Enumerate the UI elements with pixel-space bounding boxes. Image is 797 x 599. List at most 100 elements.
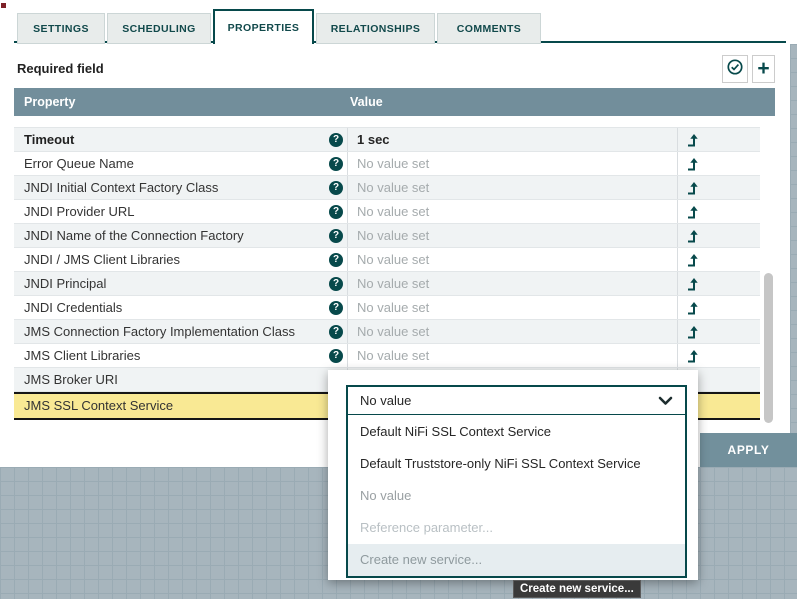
column-divider (677, 152, 678, 175)
help-icon[interactable]: ? (329, 349, 343, 363)
column-divider (347, 320, 348, 343)
property-value[interactable]: No value set (357, 204, 430, 219)
value-column-header: Value (350, 95, 383, 109)
property-value[interactable]: No value set (357, 252, 430, 267)
property-row[interactable]: JNDI Credentials ? No value set (14, 296, 760, 320)
level-up-arrow-icon[interactable] (686, 205, 700, 219)
chevron-down-icon (658, 396, 673, 406)
help-icon[interactable]: ? (329, 253, 343, 267)
column-divider (347, 176, 348, 199)
property-row[interactable]: JNDI Initial Context Factory Class ? No … (14, 176, 760, 200)
level-up-arrow-icon[interactable] (686, 253, 700, 267)
help-icon[interactable]: ? (329, 229, 343, 243)
plus-icon: + (757, 57, 770, 80)
help-icon[interactable]: ? (329, 133, 343, 147)
property-row[interactable]: JMS Client Libraries ? No value set (14, 344, 760, 368)
column-divider (677, 176, 678, 199)
add-property-button[interactable]: + (752, 55, 775, 83)
property-name: Timeout (24, 132, 75, 147)
property-name: JMS Broker URI (24, 372, 118, 387)
column-divider (677, 200, 678, 223)
property-row[interactable]: Subscription Name ? No value set (14, 116, 760, 128)
column-divider (677, 272, 678, 295)
column-divider (347, 200, 348, 223)
combo-option[interactable]: Default Truststore-only NiFi SSL Context… (360, 455, 641, 471)
help-icon[interactable]: ? (329, 181, 343, 195)
level-up-arrow-icon[interactable] (686, 301, 700, 315)
column-divider (677, 320, 678, 343)
level-up-arrow-icon[interactable] (686, 277, 700, 291)
help-icon[interactable]: ? (329, 325, 343, 339)
combo-option[interactable]: Create new service... (348, 543, 685, 577)
column-divider (347, 224, 348, 247)
help-icon[interactable]: ? (329, 277, 343, 291)
property-name: JMS Client Libraries (24, 348, 141, 363)
property-value[interactable]: No value set (357, 180, 430, 195)
property-row[interactable]: JNDI / JMS Client Libraries ? No value s… (14, 248, 760, 272)
property-column-header: Property (24, 95, 76, 109)
property-value[interactable]: No value set (357, 348, 430, 363)
combo-selected-text: No value (360, 393, 412, 408)
level-up-arrow-icon[interactable] (686, 229, 700, 243)
level-up-arrow-icon[interactable] (686, 349, 700, 363)
property-row[interactable]: JMS Connection Factory Implementation Cl… (14, 320, 760, 344)
property-value[interactable]: No value set (357, 324, 430, 339)
verify-properties-button[interactable] (722, 55, 748, 83)
column-divider (347, 272, 348, 295)
column-divider (677, 224, 678, 247)
column-divider (677, 248, 678, 271)
property-row[interactable]: JNDI Provider URL ? No value set (14, 200, 760, 224)
tab-scheduling[interactable]: SCHEDULING (107, 13, 211, 44)
column-divider (677, 296, 678, 319)
apply-button[interactable]: APPLY (700, 433, 797, 467)
required-field-label: Required field (17, 61, 104, 76)
tab-settings[interactable]: SETTINGS (17, 13, 105, 44)
column-divider (347, 152, 348, 175)
property-name: Error Queue Name (24, 156, 134, 171)
property-name: JNDI Credentials (24, 300, 123, 315)
level-up-arrow-icon[interactable] (686, 133, 700, 147)
property-value[interactable]: No value set (357, 276, 430, 291)
column-divider (347, 296, 348, 319)
recording-indicator-dot (1, 3, 6, 8)
help-icon[interactable]: ? (329, 205, 343, 219)
property-value[interactable]: 1 sec (357, 132, 390, 147)
level-up-arrow-icon[interactable] (686, 325, 700, 339)
property-name: JMS SSL Context Service (24, 398, 174, 413)
column-divider (677, 344, 678, 367)
help-icon[interactable]: ? (329, 301, 343, 315)
property-value[interactable]: No value set (357, 156, 430, 171)
combo-option[interactable]: Reference parameter... (360, 520, 493, 536)
property-table-header: Property Value (14, 88, 775, 116)
tab-properties[interactable]: PROPERTIES (213, 9, 314, 44)
property-name: JNDI Initial Context Factory Class (24, 180, 219, 195)
flow-canvas-edge[interactable] (790, 44, 797, 467)
combo-option[interactable]: No value (360, 488, 412, 503)
property-name: JMS Connection Factory Implementation Cl… (24, 324, 295, 339)
column-divider (347, 248, 348, 271)
tab-relationships[interactable]: RELATIONSHIPS (316, 13, 435, 44)
table-scrollbar-thumb[interactable] (764, 273, 773, 423)
column-divider (347, 344, 348, 367)
property-row[interactable]: Error Queue Name ? No value set (14, 152, 760, 176)
property-name: JNDI / JMS Client Libraries (24, 252, 181, 267)
level-up-arrow-icon[interactable] (686, 181, 700, 195)
property-value[interactable]: No value set (357, 300, 430, 315)
help-icon[interactable]: ? (329, 157, 343, 171)
combo-selected-value[interactable]: No value (348, 387, 685, 415)
tab-comments[interactable]: COMMENTS (437, 13, 541, 44)
column-divider (347, 128, 348, 151)
level-up-arrow-icon[interactable] (686, 157, 700, 171)
property-name: JNDI Provider URL (24, 204, 135, 219)
property-row[interactable]: JNDI Name of the Connection Factory ? No… (14, 224, 760, 248)
create-new-service-tooltip: Create new service... (513, 580, 641, 598)
combo-options-list: Default NiFi SSL Context Service Default … (348, 415, 685, 577)
check-circle-icon (726, 58, 744, 81)
combo-option[interactable]: Default NiFi SSL Context Service (360, 423, 551, 439)
property-row[interactable]: Timeout ? 1 sec (14, 128, 760, 152)
property-row[interactable]: JNDI Principal ? No value set (14, 272, 760, 296)
column-divider (677, 128, 678, 151)
property-name: JNDI Principal (24, 276, 107, 291)
property-value[interactable]: No value set (357, 228, 430, 243)
